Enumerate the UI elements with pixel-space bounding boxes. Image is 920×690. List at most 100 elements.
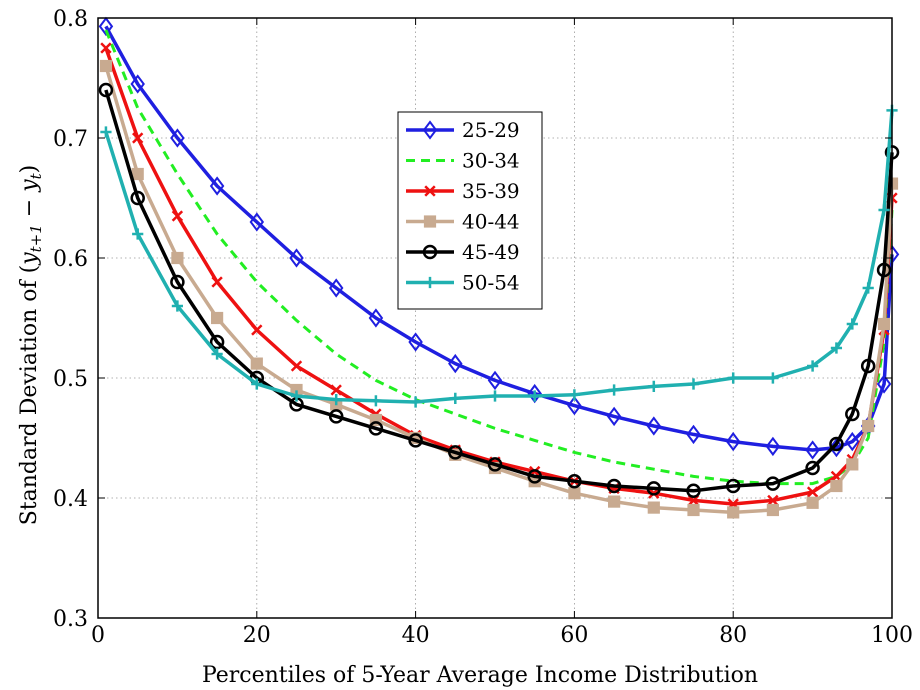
data-point — [448, 353, 463, 374]
data-point — [876, 374, 892, 394]
data-point — [648, 380, 660, 392]
data-point — [686, 424, 701, 445]
y-axis-label: Standard Deviation of (yt+1 − yt) — [17, 165, 45, 526]
legend: 25-29 30-34 35-39 40-44 45-49 50-54 — [397, 111, 543, 310]
data-point — [131, 167, 144, 181]
data-point — [422, 120, 438, 140]
data-point — [368, 421, 384, 436]
data-point — [448, 445, 463, 460]
legend-item: 40-44 — [406, 210, 520, 234]
series-line — [104, 25, 894, 452]
data-point — [845, 406, 860, 422]
x-tick-label: 80 — [719, 623, 747, 648]
data-point — [646, 416, 662, 436]
x-tick-label: 100 — [871, 623, 913, 648]
data-point — [725, 478, 741, 494]
data-point — [290, 360, 303, 372]
data-point — [529, 390, 541, 402]
y-tick-label: 0.5 — [53, 367, 88, 392]
data-point — [862, 419, 875, 433]
data-point — [487, 370, 503, 391]
data-point — [423, 215, 437, 228]
series-25-29 — [98, 16, 900, 460]
data-point — [830, 479, 843, 493]
data-point — [527, 469, 542, 484]
legend-item: 45-49 — [406, 240, 520, 264]
data-point — [99, 59, 113, 73]
data-point — [171, 251, 184, 265]
data-point — [369, 413, 382, 427]
legend-item: 50-54 — [406, 271, 520, 295]
legend-item: 25-29 — [406, 118, 520, 142]
data-point — [132, 132, 144, 144]
data-point — [132, 228, 144, 240]
data-point — [608, 495, 621, 508]
data-point — [368, 308, 384, 328]
y-tick-label: 0.4 — [53, 487, 88, 512]
legend-item: 30-34 — [406, 149, 520, 173]
data-point — [249, 212, 265, 232]
data-point — [328, 409, 344, 424]
y-tick-label: 0.3 — [53, 607, 88, 632]
data-point — [687, 503, 700, 517]
legend-label: 35-39 — [462, 179, 520, 203]
data-point — [805, 440, 820, 460]
data-point — [829, 437, 844, 458]
x-tick-label: 0 — [91, 623, 105, 648]
data-point — [410, 396, 422, 408]
legend-label: 40-44 — [462, 210, 520, 234]
data-point — [170, 274, 185, 290]
data-point — [862, 282, 874, 294]
data-point — [806, 496, 819, 509]
data-point — [567, 395, 582, 416]
data-point — [408, 433, 423, 448]
data-point — [211, 311, 224, 325]
data-point — [845, 431, 860, 452]
data-point — [807, 360, 819, 372]
data-point — [98, 16, 114, 37]
data-point — [251, 324, 263, 336]
data-point — [725, 431, 741, 452]
data-point — [846, 458, 859, 471]
data-point — [686, 483, 701, 499]
data-point — [209, 176, 225, 196]
data-point — [606, 478, 622, 494]
x-tick-label: 20 — [243, 623, 271, 648]
data-point — [290, 390, 303, 402]
data-point — [209, 334, 225, 350]
series-45-49 — [98, 82, 900, 499]
data-point — [829, 436, 844, 452]
data-point — [805, 460, 820, 476]
data-point — [687, 378, 700, 390]
data-point — [370, 395, 382, 407]
data-point — [211, 276, 223, 288]
data-point — [876, 262, 892, 278]
data-point — [170, 128, 185, 148]
data-point — [289, 248, 304, 268]
data-point — [408, 332, 423, 352]
data-point — [646, 481, 662, 496]
legend-label: 30-34 — [462, 149, 520, 173]
data-point — [727, 506, 740, 519]
data-point — [830, 342, 843, 354]
data-point — [328, 278, 344, 298]
data-point — [171, 210, 184, 222]
data-point — [330, 394, 342, 406]
data-point — [767, 494, 779, 507]
data-point — [647, 501, 660, 514]
data-point — [860, 358, 876, 374]
data-point — [489, 390, 501, 402]
series-50-54 — [100, 104, 898, 408]
data-point — [567, 473, 582, 489]
data-point — [767, 372, 779, 384]
plot-frame — [97, 17, 893, 619]
data-point — [98, 82, 114, 98]
data-point — [422, 244, 438, 260]
data-point — [487, 457, 503, 472]
axis-ticks: 0 20 40 60 80 100 0.3 0.4 0.5 0.6 0.7 0.8 — [53, 7, 913, 648]
data-point — [130, 190, 145, 206]
data-point — [100, 126, 112, 138]
data-point — [878, 204, 890, 216]
legend-label: 50-54 — [462, 271, 520, 295]
